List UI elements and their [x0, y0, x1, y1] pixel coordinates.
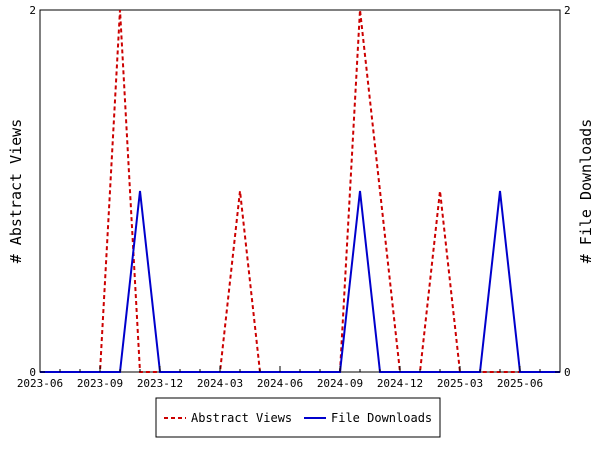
- legend-label-abstract-views: Abstract Views: [191, 411, 292, 425]
- y-tick-label-left: 0: [29, 366, 36, 379]
- y-tick-label-right: 0: [564, 366, 571, 379]
- y-axis-label-left: # Abstract Views: [7, 119, 25, 264]
- x-tick-label: 2023-09: [77, 377, 123, 390]
- x-tick-label: 2024-09: [317, 377, 363, 390]
- y-tick-label-left: 2: [29, 4, 36, 17]
- y-axis-label-right: # File Downloads: [577, 119, 595, 264]
- x-tick-label: 2024-03: [197, 377, 243, 390]
- legend-label-file-downloads: File Downloads: [331, 411, 432, 425]
- x-tick-label: 2023-12: [137, 377, 183, 390]
- x-tick-label: 2025-06: [497, 377, 543, 390]
- x-tick-label: 2023-06: [17, 377, 63, 390]
- legend-frame: [155, 397, 441, 438]
- legend: Abstract Views File Downloads: [155, 397, 441, 438]
- y-tick-label-right: 2: [564, 4, 571, 17]
- x-tick-label: 2024-12: [377, 377, 423, 390]
- x-axis: 2023-06 2023-09 2023-12 2024-03 2024-06 2024-…: [17, 366, 561, 390]
- y-axes: 0 0 2 2: [29, 4, 570, 379]
- x-tick-label: 2024-06: [257, 377, 303, 390]
- plot-frame: [39, 9, 561, 373]
- x-tick-label: 2025-03: [437, 377, 483, 390]
